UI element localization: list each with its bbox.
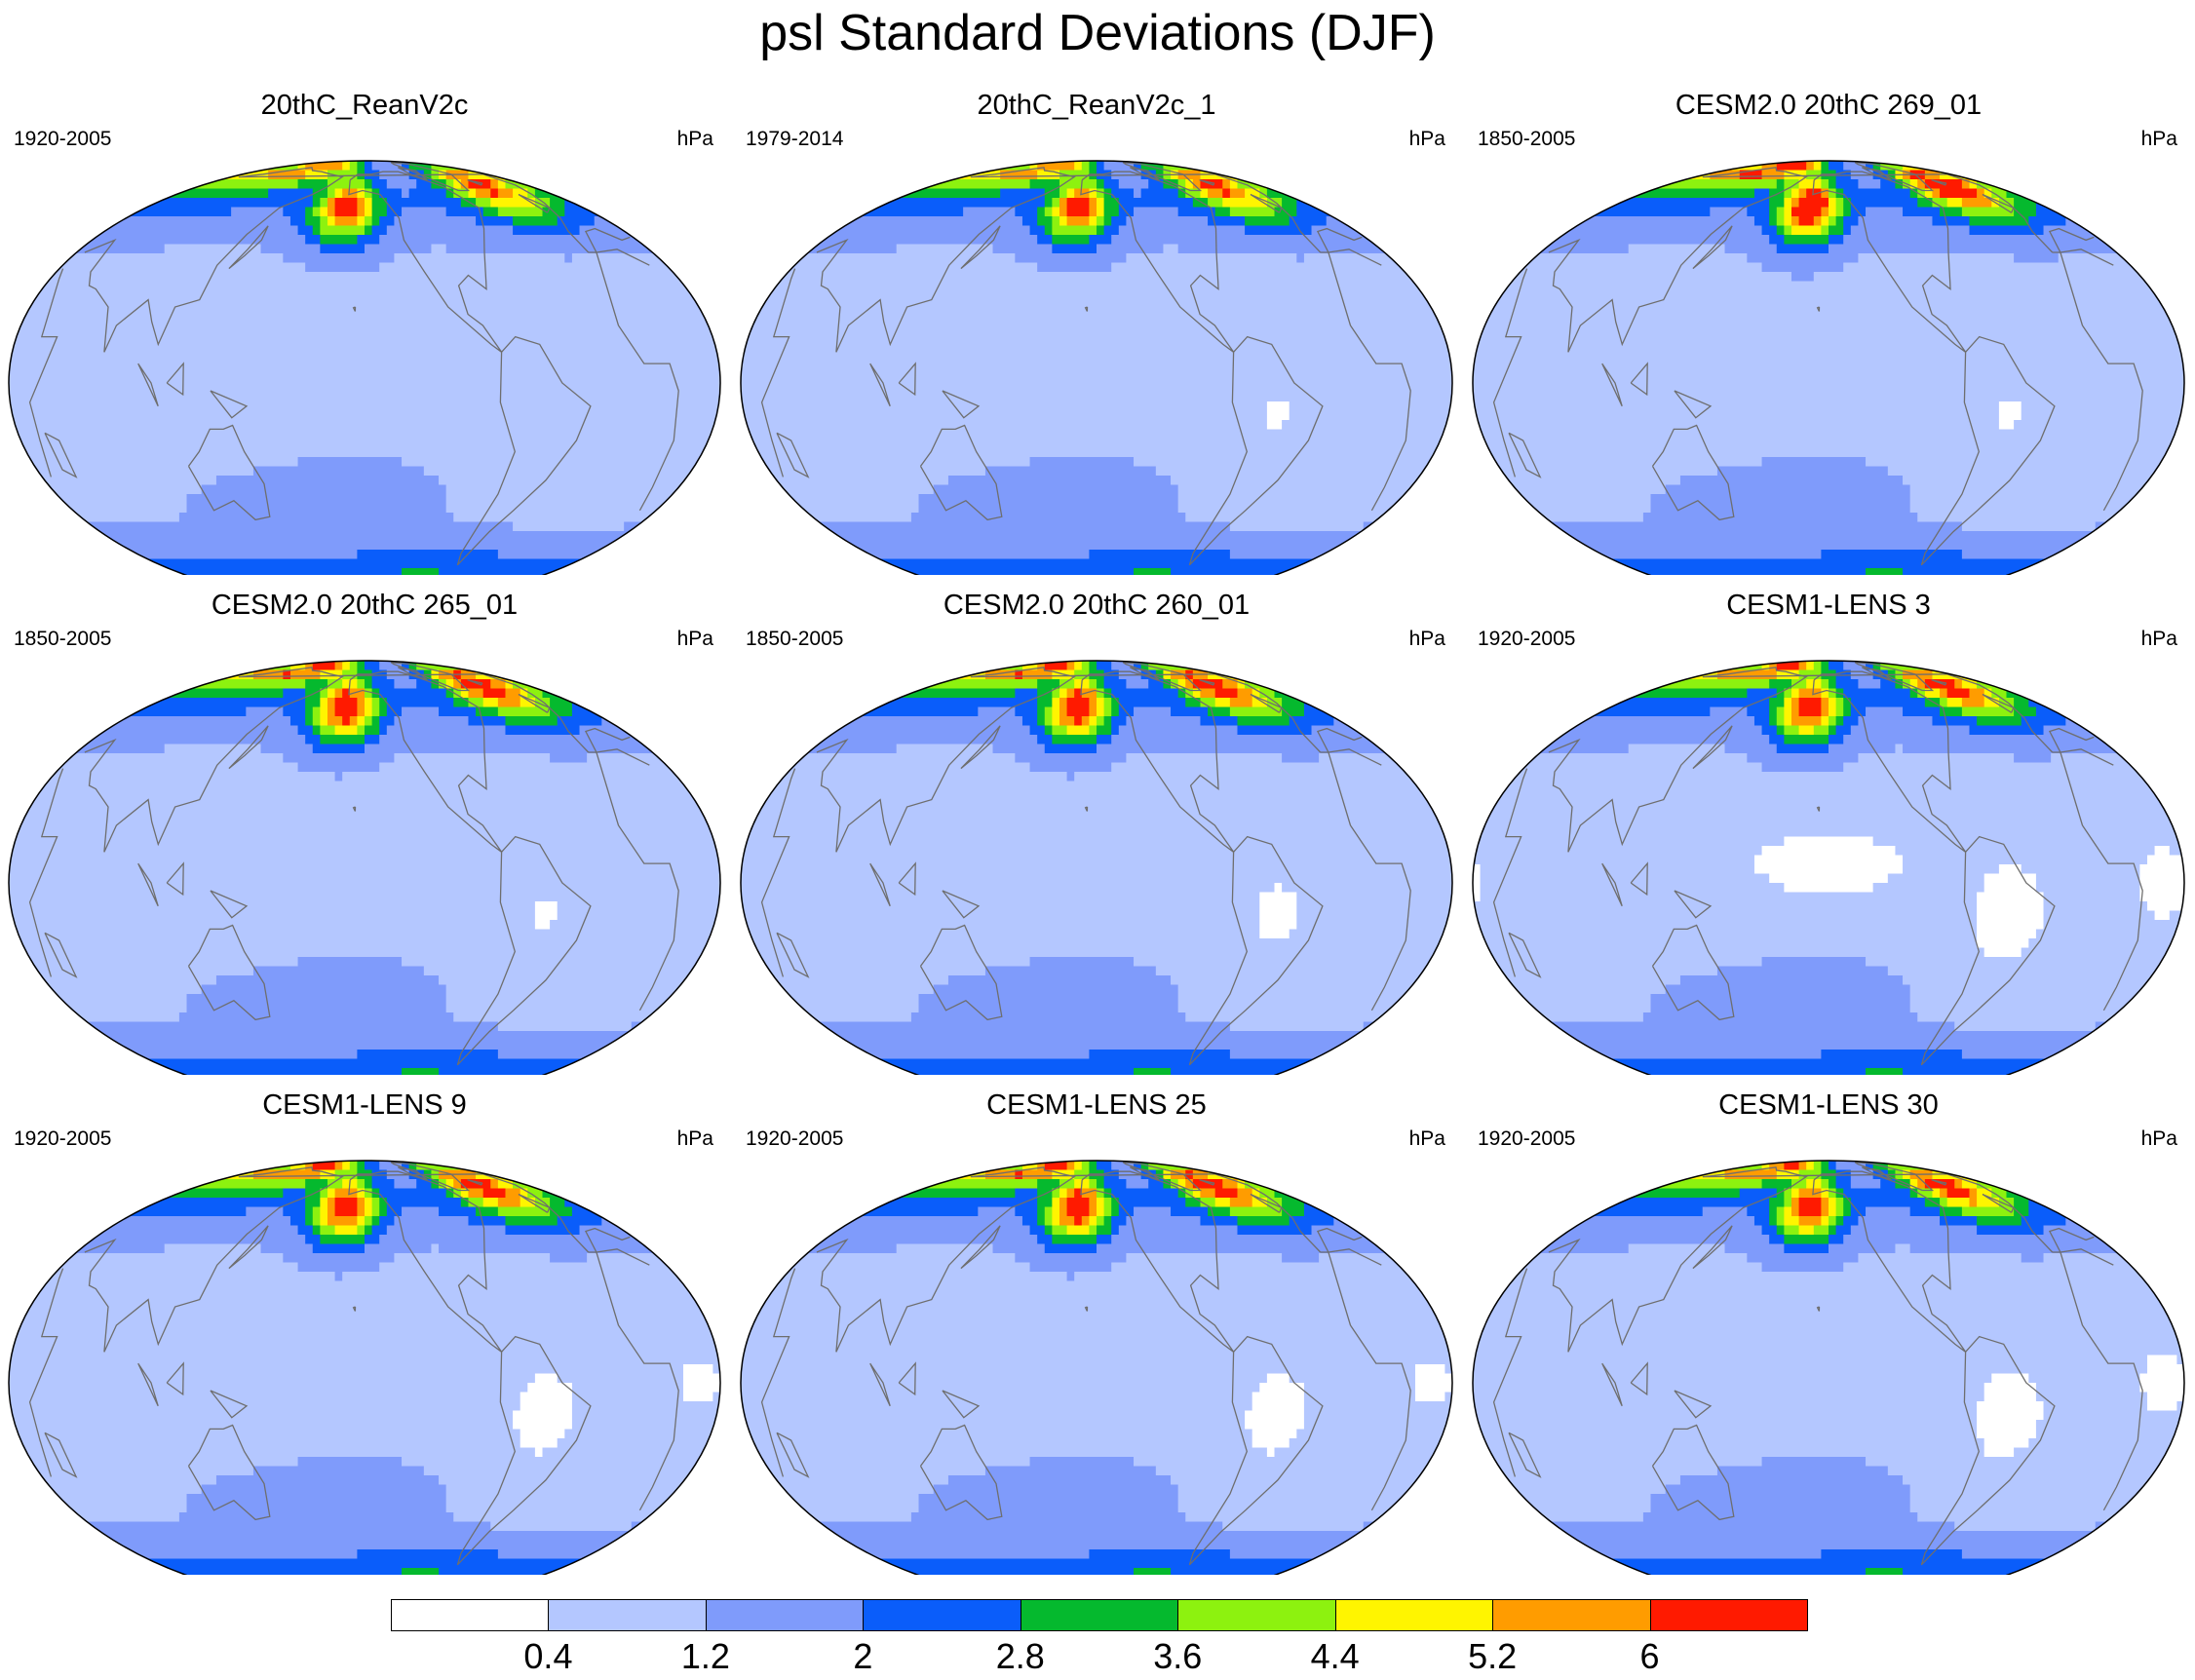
map-border <box>740 1160 1453 1575</box>
coastlines <box>1492 162 2143 566</box>
panel-units: hPa <box>2140 128 2177 150</box>
coastlines <box>1492 662 2143 1066</box>
map-panel: CESM2.0 20thC 269_01 1850-2005 hPa <box>1468 88 2189 575</box>
coastlines <box>760 1162 1411 1566</box>
colorbar-box <box>1334 1599 1494 1631</box>
colorbar-tick-label: 3.6 <box>1153 1636 1203 1676</box>
panel-years: 1850-2005 <box>1478 128 1576 150</box>
figure-title: psl Standard Deviations (DJF) <box>759 5 1436 61</box>
panel-years: 1920-2005 <box>1478 628 1576 650</box>
map-border <box>1472 1160 2185 1575</box>
map-border <box>8 660 721 1075</box>
map-border <box>740 160 1453 575</box>
panel-units: hPa <box>676 628 713 650</box>
panel-years: 1850-2005 <box>14 628 112 650</box>
panel-years: 1920-2005 <box>14 1127 112 1150</box>
colorbar-tick-label: 2 <box>853 1636 873 1676</box>
colorbar-tick-label: 4.4 <box>1310 1636 1360 1676</box>
colorbar-box <box>1177 1599 1336 1631</box>
colorbar-tick-label: 1.2 <box>680 1636 730 1676</box>
map-panel: CESM1-LENS 3 1920-2005 hPa <box>1468 588 2189 1075</box>
coastlines <box>760 662 1411 1066</box>
map-panel: CESM1-LENS 25 1920-2005 hPa <box>736 1088 1457 1575</box>
map-plot <box>740 1160 1453 1575</box>
colorbar-tick-label: 0.4 <box>523 1636 573 1676</box>
colorbar-tick-label: 2.8 <box>995 1636 1045 1676</box>
map-border <box>1472 160 2185 575</box>
map-plot <box>8 160 721 575</box>
map-border <box>1472 660 2185 1075</box>
colorbar-box <box>548 1599 707 1631</box>
psl-contour-field <box>741 161 1452 575</box>
panel-years: 1920-2005 <box>14 128 112 150</box>
map-panel: CESM2.0 20thC 265_01 1850-2005 hPa <box>4 588 725 1075</box>
panel-units: hPa <box>2140 1127 2177 1150</box>
panel-title: CESM1-LENS 9 <box>262 1089 467 1121</box>
psl-contour-field <box>9 161 720 575</box>
panel-title: 20thC_ReanV2c_1 <box>977 90 1216 121</box>
map-border <box>8 160 721 575</box>
colorbar-tick-label: 6 <box>1639 1636 1660 1676</box>
psl-contour-field <box>9 661 720 1075</box>
map-panel: 20thC_ReanV2c_1 1979-2014 hPa <box>736 88 1457 575</box>
map-plot <box>1472 660 2185 1075</box>
map-panel: 20thC_ReanV2c 1920-2005 hPa <box>4 88 725 575</box>
coastlines <box>28 162 679 566</box>
panel-title: CESM1-LENS 25 <box>986 1089 1207 1121</box>
panel-title: CESM2.0 20thC 260_01 <box>943 590 1251 621</box>
panel-years: 1979-2014 <box>746 128 844 150</box>
map-plot <box>740 660 1453 1075</box>
colorbar-box <box>1492 1599 1651 1631</box>
coastlines <box>1492 1162 2143 1566</box>
colorbar-box <box>1649 1599 1808 1631</box>
panel-units: hPa <box>1408 628 1445 650</box>
panel-title: CESM1-LENS 3 <box>1726 590 1931 621</box>
panel-units: hPa <box>1408 1127 1445 1150</box>
panel-units: hPa <box>676 1127 713 1150</box>
map-panel: CESM2.0 20thC 260_01 1850-2005 hPa <box>736 588 1457 1075</box>
map-plot <box>8 660 721 1075</box>
psl-contour-field <box>741 1161 1452 1575</box>
colorbar <box>391 1599 1808 1633</box>
coastlines <box>28 1162 679 1566</box>
panel-units: hPa <box>2140 628 2177 650</box>
map-plot <box>8 1160 721 1575</box>
panel-units: hPa <box>676 128 713 150</box>
coastlines <box>28 662 679 1066</box>
panel-years: 1920-2005 <box>746 1127 844 1150</box>
colorbar-box <box>705 1599 865 1631</box>
panel-title: CESM2.0 20thC 265_01 <box>211 590 519 621</box>
map-panel: CESM1-LENS 30 1920-2005 hPa <box>1468 1088 2189 1575</box>
panel-years: 1850-2005 <box>746 628 844 650</box>
map-plot <box>1472 160 2185 575</box>
psl-contour-field <box>1473 161 2184 575</box>
colorbar-box <box>391 1599 550 1631</box>
psl-contour-field <box>9 1161 720 1575</box>
map-border <box>740 660 1453 1075</box>
colorbar-box <box>1020 1599 1179 1631</box>
map-plot <box>740 160 1453 575</box>
colorbar-tick-label: 5.2 <box>1468 1636 1518 1676</box>
colorbar-box <box>863 1599 1021 1631</box>
panel-years: 1920-2005 <box>1478 1127 1576 1150</box>
psl-contour-field <box>741 661 1452 1075</box>
panel-title: 20thC_ReanV2c <box>260 90 469 121</box>
panel-title: CESM2.0 20thC 269_01 <box>1675 90 1983 121</box>
map-border <box>8 1160 721 1575</box>
coastlines <box>760 162 1411 566</box>
psl-contour-field <box>1473 661 2184 1075</box>
psl-contour-field <box>1473 1161 2184 1575</box>
panel-title: CESM1-LENS 30 <box>1718 1089 1939 1121</box>
panel-units: hPa <box>1408 128 1445 150</box>
map-plot <box>1472 1160 2185 1575</box>
map-panel: CESM1-LENS 9 1920-2005 hPa <box>4 1088 725 1575</box>
